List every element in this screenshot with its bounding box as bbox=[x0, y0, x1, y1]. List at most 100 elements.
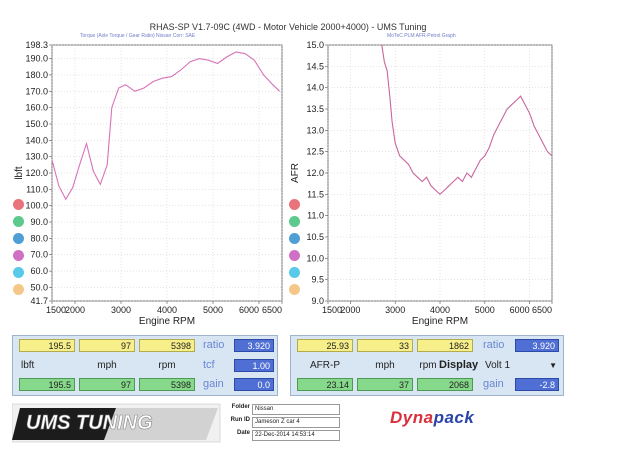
left-rpm-value-2: 5398 bbox=[139, 378, 195, 391]
xtick-label-0-4: 5000 bbox=[203, 305, 223, 315]
ytick-label-0-13: 70.0 bbox=[30, 250, 48, 260]
dynapack-logo-a: Dyna bbox=[390, 408, 434, 427]
ytick-label-1-8: 11.0 bbox=[307, 211, 324, 221]
left-tcf-label: tcf bbox=[203, 359, 215, 371]
ytick-label-1-10: 10.0 bbox=[306, 253, 324, 263]
series-line-0-0 bbox=[51, 51, 281, 201]
right-rpm-value-2: 2068 bbox=[417, 378, 473, 391]
left-torque-value: 195.5 bbox=[19, 339, 75, 352]
legend-dot-1[interactable] bbox=[289, 216, 300, 227]
legend-dot-1[interactable] bbox=[13, 216, 24, 227]
display-select-value: Volt 1 bbox=[485, 360, 511, 371]
legend-dot-2[interactable] bbox=[13, 233, 24, 244]
left-ratio-value[interactable]: 3.920 bbox=[234, 339, 274, 352]
left-ratio-label: ratio bbox=[203, 339, 225, 351]
left-torque-value-2: 195.5 bbox=[19, 378, 75, 391]
ytick-label-0-5: 150.0 bbox=[25, 119, 48, 129]
ytick-label-0-8: 120.0 bbox=[25, 168, 48, 178]
legend-dot-0[interactable] bbox=[13, 199, 24, 210]
dynapack-logo: Dynapack bbox=[390, 408, 474, 428]
xtick-label-1-3: 4000 bbox=[430, 305, 450, 315]
folder-label: Folder bbox=[231, 404, 250, 410]
left-readout-panel: 195.5 97 5398 ratio 3.920 lbft mph rpm t… bbox=[12, 335, 278, 396]
legend-dot-5[interactable] bbox=[289, 284, 300, 295]
run-info: Folder Nissan Run ID Jameson Z car 4 Dat… bbox=[228, 402, 348, 444]
xtick-label-1-5: 6000 bbox=[510, 305, 530, 315]
xtick-label-1-6: 6500 bbox=[532, 305, 552, 315]
right-rpm-value: 1862 bbox=[417, 339, 473, 352]
x-axis-label-0: Engine RPM bbox=[139, 316, 195, 327]
display-select[interactable]: Volt 1 ▼ bbox=[485, 359, 559, 373]
ytick-label-1-5: 12.5 bbox=[306, 147, 324, 157]
left-gain-label: gain bbox=[203, 378, 224, 390]
left-tcf-value[interactable]: 1.00 bbox=[234, 359, 274, 372]
right-afr-value-2: 23.14 bbox=[297, 378, 353, 391]
ytick-label-0-12: 80.0 bbox=[30, 233, 48, 243]
left-torque-label: lbft bbox=[21, 360, 35, 371]
ytick-label-1-11: 9.5 bbox=[311, 275, 324, 285]
right-rpm-label: rpm bbox=[419, 360, 437, 371]
legend-dot-3[interactable] bbox=[13, 250, 24, 261]
right-ratio-label: ratio bbox=[483, 339, 505, 351]
xtick-label-1-1: 2000 bbox=[340, 305, 360, 315]
ytick-label-0-14: 60.0 bbox=[30, 266, 48, 276]
right-afr-value: 25.93 bbox=[297, 339, 353, 352]
ytick-label-1-12: 9.0 bbox=[311, 296, 324, 306]
left-mph-value-2: 97 bbox=[79, 378, 135, 391]
legend-dot-5[interactable] bbox=[13, 284, 24, 295]
ytick-label-0-11: 90.0 bbox=[30, 217, 48, 227]
report-title: RHAS-SP V1.7-09C (4WD - Motor Vehicle 20… bbox=[149, 22, 427, 32]
chevron-down-icon: ▼ bbox=[549, 361, 557, 370]
logo-text: UMS TUNING bbox=[26, 412, 153, 434]
xtick-label-0-1: 2000 bbox=[65, 305, 85, 315]
xtick-label-0-5: 6000 bbox=[239, 305, 259, 315]
ytick-label-0-0: 198.3 bbox=[25, 40, 48, 50]
ytick-label-0-10: 100.0 bbox=[25, 201, 48, 211]
xtick-label-0-2: 3000 bbox=[111, 305, 131, 315]
ytick-label-1-3: 13.5 bbox=[306, 104, 324, 114]
legend-dot-3[interactable] bbox=[289, 250, 300, 261]
legend-dot-4[interactable] bbox=[289, 267, 300, 278]
date-value: 22-Dec-2014 14:53:14 bbox=[252, 430, 340, 441]
run-id-label: Run ID bbox=[230, 417, 250, 423]
right-mph-label: mph bbox=[375, 360, 395, 371]
xtick-label-1-4: 5000 bbox=[475, 305, 495, 315]
ytick-label-0-1: 190.0 bbox=[25, 54, 48, 64]
ytick-label-0-15: 50.0 bbox=[30, 282, 48, 292]
legend-dot-0[interactable] bbox=[289, 199, 300, 210]
ytick-label-0-7: 130.0 bbox=[25, 152, 48, 162]
dyno-sheet: RHAS-SP V1.7-09C (4WD - Motor Vehicle 20… bbox=[10, 18, 566, 463]
ytick-label-1-2: 14.0 bbox=[306, 83, 324, 93]
ytick-label-0-6: 140.0 bbox=[25, 135, 48, 145]
series-line-1-0 bbox=[381, 44, 553, 196]
legend-dot-2[interactable] bbox=[289, 233, 300, 244]
ytick-label-0-16: 41.7 bbox=[30, 296, 48, 306]
ytick-label-0-2: 180.0 bbox=[25, 70, 48, 80]
ytick-label-0-3: 170.0 bbox=[25, 86, 48, 96]
right-afr-label: AFR-P bbox=[310, 360, 340, 371]
y-axis-label-0: lbft bbox=[14, 166, 25, 180]
ytick-label-0-9: 110.0 bbox=[26, 184, 48, 194]
right-gain-value[interactable]: -2.8 bbox=[515, 378, 559, 391]
xtick-label-1-2: 3000 bbox=[385, 305, 405, 315]
run-id-value: Jameson Z car 4 bbox=[252, 417, 340, 428]
ums-tuning-logo: UMS TUNING bbox=[11, 402, 222, 444]
date-label: Date bbox=[236, 430, 250, 436]
left-gain-value[interactable]: 0.0 bbox=[234, 378, 274, 391]
ytick-label-1-0: 15.0 bbox=[306, 40, 324, 50]
ytick-label-1-4: 13.0 bbox=[306, 125, 324, 135]
ytick-label-1-9: 10.5 bbox=[306, 232, 324, 242]
left-mph-value: 97 bbox=[79, 339, 135, 352]
folder-value: Nissan bbox=[252, 404, 340, 415]
dynapack-logo-b: pack bbox=[433, 408, 475, 427]
xtick-label-1-0: 1500 bbox=[322, 305, 342, 315]
x-axis-label-1: Engine RPM bbox=[412, 316, 468, 327]
legend-dot-4[interactable] bbox=[13, 267, 24, 278]
right-chart-subtitle: MoTeC PLM AFR-Petrol Graph bbox=[387, 33, 456, 39]
y-axis-label-1: AFR bbox=[290, 163, 301, 183]
xtick-label-0-0: 1500 bbox=[46, 305, 66, 315]
right-ratio-value[interactable]: 3.920 bbox=[515, 339, 559, 352]
ytick-label-1-6: 12.0 bbox=[306, 168, 324, 178]
right-gain-label: gain bbox=[483, 378, 504, 390]
right-mph-value: 33 bbox=[357, 339, 413, 352]
